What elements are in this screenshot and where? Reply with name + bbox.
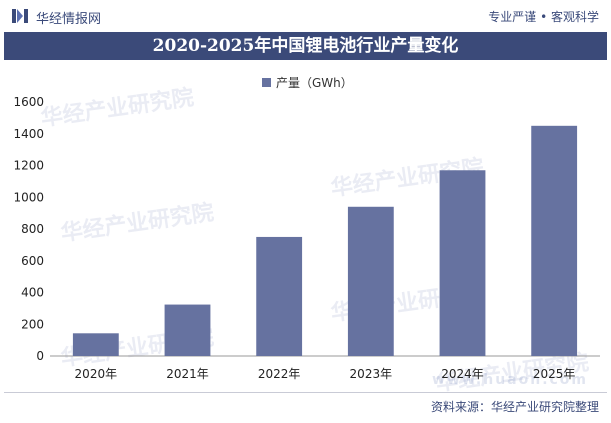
y-tick-label: 1600 [13,95,44,109]
bar-2021年 [164,304,211,356]
x-axis-ticks: 2020年 2021年 2022年 2023年 2024年 2025年 [75,367,576,381]
legend-label: 产量（GWh） [276,76,353,90]
brand-name: 华经情报网 [36,12,102,27]
y-tick-label: 600 [21,254,44,268]
x-tick-label: 2021年 [166,367,209,381]
y-axis-ticks: 0 200 400 600 800 1000 1200 1400 1600 [13,95,44,363]
y-tick-label: 1000 [13,190,44,204]
x-tick-label: 2023年 [350,367,393,381]
x-tick-label: 2025年 [533,367,576,381]
bar-chart: 产量（GWh） 0 200 400 600 800 1000 1200 1400 1600 20… [13,76,600,381]
chart-title: 2020-2025年中国锂电池行业产量变化 [4,32,607,60]
source-note: 资料来源：华经产业研究院整理 [430,400,599,414]
slogan: 专业严谨 • 客观科学 [488,10,599,24]
bar-2024年 [439,170,486,356]
bars [72,125,578,356]
y-tick-label: 200 [21,317,44,331]
bar-2022年 [256,236,303,356]
bar-2020年 [72,333,119,356]
bar-2023年 [347,206,394,356]
y-tick-label: 800 [21,222,44,236]
x-tick-label: 2022年 [258,367,301,381]
footer-divider [4,392,607,393]
y-tick-label: 1400 [13,127,44,141]
legend: 产量（GWh） [262,76,353,90]
y-tick-label: 400 [21,286,44,300]
y-tick-label: 0 [36,349,44,363]
huajing-logo-icon [12,9,28,23]
x-tick-label: 2024年 [441,367,484,381]
top-bar: 华经情报网 专业严谨 • 客观科学 [0,0,611,32]
watermark-url: www.huaon.com [432,372,589,388]
x-tick-label: 2020年 [75,367,118,381]
legend-swatch [262,78,271,87]
bar-2025年 [531,125,578,356]
y-tick-label: 1200 [13,159,44,173]
